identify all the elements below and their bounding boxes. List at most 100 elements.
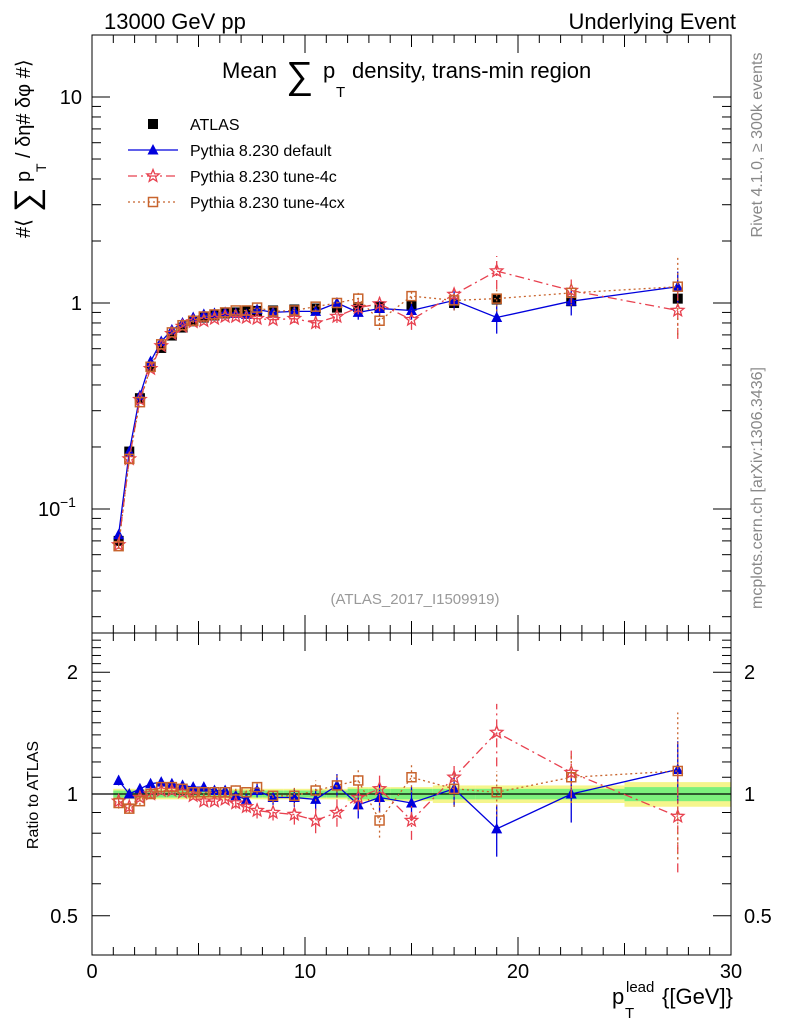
main-ylabel-open: #⟨	[13, 219, 35, 238]
xlabel-t: T	[625, 1005, 634, 1022]
legend-marker-default	[128, 144, 178, 155]
ratio-xtick-label: 20	[507, 961, 529, 983]
main-point-tune4cx	[267, 306, 279, 317]
ratio-point-default	[288, 791, 300, 803]
ratio-point-tune4cx	[177, 783, 188, 795]
ratio-ytick-label-right: 0.5	[744, 906, 772, 928]
mcplots-label: mcplots.cern.ch [arXiv:1306.3436]	[749, 367, 766, 609]
ratio-point-tune4cx	[145, 788, 156, 800]
main-point-tune4c	[371, 295, 388, 311]
ratio-point-tune4c	[669, 808, 686, 824]
main-point-tune4cx	[251, 302, 263, 313]
ratio-point-tune4c	[329, 804, 345, 820]
main-point-tune4c	[307, 314, 324, 330]
ratio-point-tune4cx	[230, 785, 242, 796]
main-point-tune4cx	[310, 301, 321, 312]
legend-symbol-tune4cx	[147, 196, 159, 208]
main-series-atlas	[113, 292, 683, 547]
header-process: Underlying Event	[568, 9, 736, 34]
ratio-point-tune4c	[286, 806, 303, 822]
xlabel-p: p	[612, 984, 624, 1009]
main-point-tune4c	[329, 308, 345, 324]
main-point-tune4c	[286, 310, 303, 326]
main-point-tune4cx	[672, 281, 683, 292]
ratio-point-tune4c	[227, 794, 244, 810]
legend-marker-tune4c	[128, 167, 178, 183]
ratio-ylabel: Ratio to ATLAS	[25, 741, 42, 849]
main-ytick-label: 10	[60, 87, 82, 109]
main-point-default	[491, 311, 503, 323]
ratio-point-default	[123, 788, 135, 799]
ratio-point-tune4cx	[113, 797, 124, 809]
main-point-tune4c	[446, 286, 462, 302]
ratio-point-tune4c	[307, 812, 324, 828]
legend-label-tune4c: Pythia 8.230 tune-4c	[190, 169, 337, 186]
ratio-point-tune4cx	[251, 781, 263, 793]
main-point-tune4c	[403, 311, 420, 327]
main-series-tune4cx	[113, 255, 683, 552]
ratio-point-tune4cx	[241, 787, 252, 798]
main-point-default	[406, 304, 417, 315]
main-point-tune4cx	[353, 293, 364, 304]
main-point-tune4cx	[145, 361, 156, 373]
ratio-point-default	[155, 776, 167, 787]
ratio-point-tune4cx	[374, 815, 385, 826]
legend-entry-default: Pythia 8.230 default	[128, 143, 332, 160]
main-ylabel-rest: / δη# δφ #⟩	[13, 59, 35, 158]
ratio-point-default	[331, 779, 343, 790]
ratio-point-tune4c	[206, 792, 223, 808]
main-point-tune4cx	[331, 297, 343, 309]
ratio-point-tune4c	[265, 804, 281, 820]
main-point-tune4c	[249, 310, 265, 326]
ratio-point-tune4cx	[124, 803, 135, 814]
ratio-point-tune4cx	[491, 787, 502, 798]
main-point-tune4cx	[124, 453, 135, 465]
main-ylabel-t: T	[33, 163, 49, 172]
main-point-tune4cx	[406, 290, 417, 302]
legend-label-default: Pythia 8.230 default	[190, 143, 332, 160]
ratio-xlabel: p T lead {[GeV]}	[612, 979, 733, 1022]
main-point-tune4cx	[155, 339, 167, 350]
header-energy: 13000 GeV pp	[104, 9, 246, 34]
main-point-tune4cx	[448, 295, 460, 306]
ratio-point-default	[251, 784, 263, 796]
ratio-point-tune4cx	[219, 787, 231, 798]
analysis-watermark: (ATLAS_2017_I1509919)	[330, 591, 499, 608]
main-point-tune4cx	[198, 311, 210, 322]
main-frame	[91, 34, 732, 634]
ratio-point-default	[113, 774, 125, 785]
ratio-series-layer	[110, 703, 686, 873]
main-point-tune4c	[350, 299, 367, 315]
legend-entry-atlas: ATLAS	[148, 117, 240, 134]
legend-label-atlas: ATLAS	[190, 117, 240, 134]
ratio-point-tune4cx	[209, 787, 220, 798]
main-ytick-label: 10	[38, 499, 60, 521]
ratio-ytick-label-right: 1	[744, 784, 755, 806]
ratio-point-tune4cx	[166, 781, 178, 793]
ratio-point-tune4c	[350, 789, 367, 805]
ratio-frame	[91, 632, 732, 956]
ratio-point-tune4cx	[155, 781, 167, 793]
ratio-point-tune4cx	[267, 790, 279, 802]
ratio-point-tune4c	[371, 780, 388, 796]
ratio-point-default	[310, 793, 322, 804]
ratio-point-tune4cx	[672, 765, 683, 777]
legend-symbol-atlas	[148, 119, 158, 129]
rivet-version-label: Rivet 4.1.0, ≥ 300k events	[749, 53, 766, 238]
main-title-t: T	[336, 84, 345, 101]
legend: ATLAS Pythia 8.230 default Pythia 8.230 …	[128, 117, 345, 212]
ratio-axis-ticks: 0.5 0.51 12 20 10 20 30	[50, 632, 772, 983]
ratio-xtick-label: 0	[86, 961, 97, 983]
main-title-mean: Mean	[222, 58, 277, 83]
ratio-point-tune4cx	[566, 772, 577, 783]
main-point-tune4cx	[241, 305, 252, 316]
main-point-tune4cx	[113, 540, 124, 552]
ratio-point-tune4c	[563, 764, 580, 780]
main-point-atlas	[166, 330, 177, 341]
main-line-tune4cx	[117, 286, 678, 547]
main-point-default	[113, 528, 125, 540]
legend-entry-tune4cx: Pythia 8.230 tune-4cx	[128, 195, 345, 212]
main-point-tune4cx	[230, 305, 242, 316]
